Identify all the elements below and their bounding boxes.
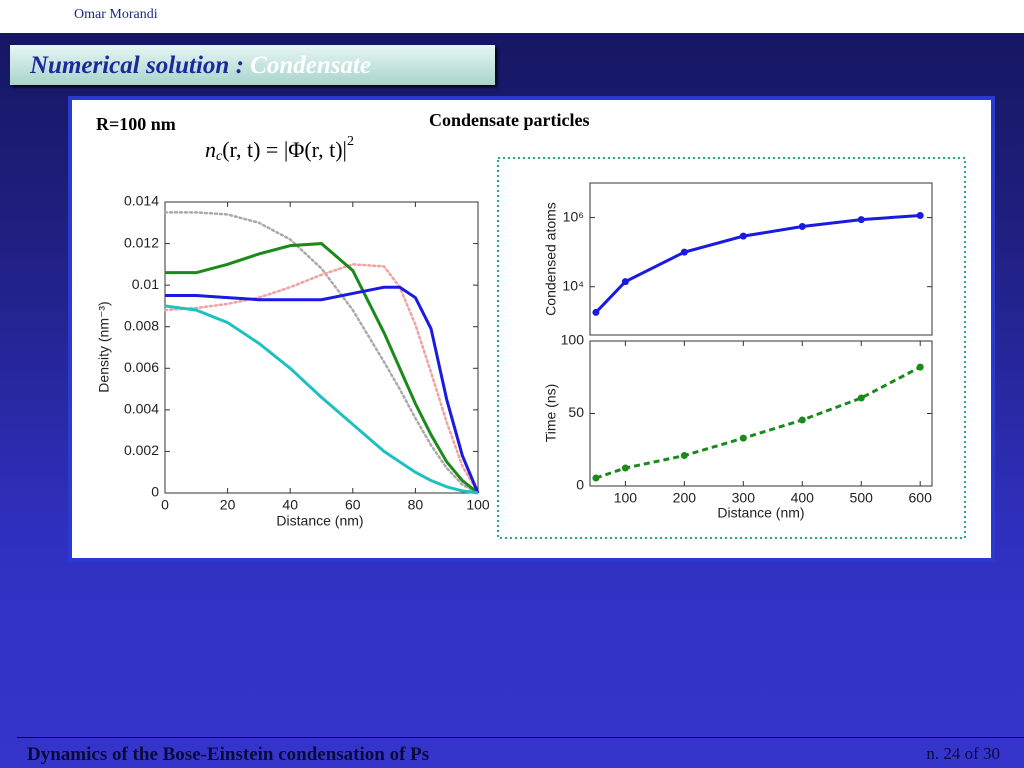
author: Omar Morandi (74, 7, 158, 22)
plot-frame (589, 182, 933, 336)
formula-part: (r, t) = |Φ(r, t)| (222, 137, 347, 162)
x-tick-label: 600 (909, 490, 933, 506)
footer-title: Dynamics of the Bose-Einstein condensati… (27, 744, 430, 765)
page-number: n. 24 of 30 (926, 744, 1000, 763)
data-point (680, 248, 688, 256)
data-point (621, 278, 629, 286)
data-line (165, 242, 479, 495)
x-tick-label: 100 (614, 490, 638, 506)
data-point (798, 416, 806, 424)
y-tick-label: 0 (151, 484, 159, 500)
data-point (857, 216, 865, 224)
y-tick-label: 0 (576, 477, 584, 493)
x-tick-label: 100 (466, 497, 490, 513)
formula: nc(r, t) = |Φ(r, t)|2 (205, 134, 354, 164)
panel-title: Condensate particles (429, 110, 590, 130)
title-box: Numerical solution : Condensate (10, 45, 495, 85)
y-axis-label: Density (nm⁻³) (96, 301, 112, 392)
radius-label: R=100 nm (96, 114, 176, 134)
x-tick-label: 0 (161, 497, 169, 513)
title-text: Numerical solution : (30, 52, 251, 79)
data-point (857, 394, 865, 402)
y-axis-label: Condensed atoms (543, 202, 559, 316)
x-axis-label: Distance (nm) (276, 513, 363, 529)
formula-part: c (216, 149, 223, 164)
x-tick-label: 200 (673, 490, 697, 506)
y-tick-label: 0.006 (124, 359, 159, 375)
data-line (163, 263, 480, 495)
dotted-frame (497, 157, 966, 539)
x-tick-label: 60 (345, 497, 361, 513)
y-tick-label: 10⁶ (563, 208, 584, 224)
data-point (916, 211, 924, 219)
y-tick-label: 0.004 (124, 401, 159, 417)
plot-frame (164, 201, 479, 494)
formula-part: 2 (347, 134, 354, 149)
data-point (621, 464, 629, 472)
data-point (739, 434, 747, 442)
x-tick-label: 20 (220, 497, 236, 513)
data-line (163, 211, 480, 495)
data-point (916, 363, 924, 371)
footer-line (17, 737, 1024, 738)
y-tick-label: 100 (561, 332, 585, 348)
x-tick-label: 300 (732, 490, 756, 506)
y-tick-label: 10⁴ (562, 277, 584, 293)
data-point (798, 223, 806, 231)
data-line (164, 304, 479, 495)
x-tick-label: 40 (282, 497, 298, 513)
plot-frame (589, 340, 933, 487)
x-tick-label: 400 (791, 490, 815, 506)
data-point (592, 474, 600, 482)
top-bar: Omar Morandi (0, 0, 1024, 33)
x-tick-label: 80 (408, 497, 424, 513)
data-line (165, 285, 480, 494)
slide-title: Numerical solution : Condensate (30, 52, 371, 80)
data-point (680, 452, 688, 460)
y-tick-label: 0.01 (132, 276, 159, 292)
data-point (592, 308, 600, 316)
data-point (739, 232, 747, 240)
y-tick-label: 0.014 (124, 193, 159, 209)
y-tick-label: 0.012 (124, 234, 159, 250)
y-tick-label: 0.002 (124, 442, 159, 458)
formula-part: n (205, 137, 216, 162)
y-tick-label: 0.008 (124, 317, 159, 333)
title-highlight: Condensate (250, 52, 372, 79)
x-tick-label: 500 (850, 490, 874, 506)
y-tick-label: 50 (568, 404, 584, 420)
y-axis-label: Time (ns) (543, 384, 559, 443)
x-axis-label: Distance (nm) (717, 505, 804, 521)
